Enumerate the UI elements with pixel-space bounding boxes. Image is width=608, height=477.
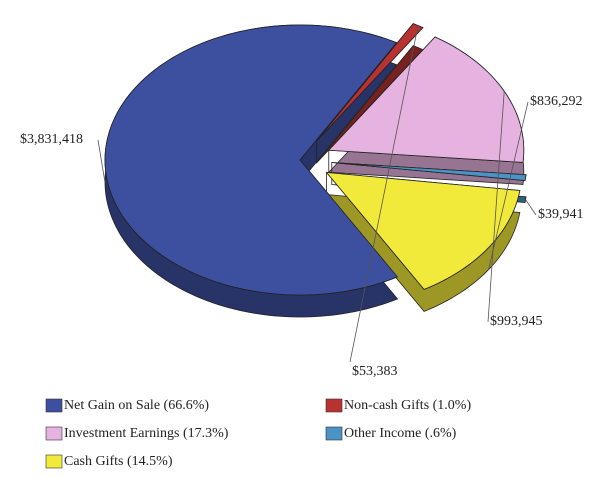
leader-line xyxy=(97,139,106,183)
leader-line xyxy=(525,199,537,216)
legend-swatch xyxy=(325,398,343,413)
legend-swatch xyxy=(45,398,63,413)
legend-label: Other Income (.6%) xyxy=(344,426,457,441)
legend-label: Non-cash Gifts (1.0%) xyxy=(344,398,471,413)
leader-line xyxy=(349,25,419,363)
legend-swatch xyxy=(45,454,63,469)
value-label: $836,292 xyxy=(530,94,583,109)
value-label: $39,941 xyxy=(538,207,584,222)
legend-label: Net Gain on Sale (66.6%) xyxy=(64,398,209,413)
value-label: $993,945 xyxy=(490,314,543,329)
legend-swatch xyxy=(45,426,63,441)
legend-label: Cash Gifts (14.5%) xyxy=(64,454,173,469)
slice xyxy=(325,171,521,290)
slice xyxy=(104,24,399,296)
value-label: $3,831,418 xyxy=(20,132,83,147)
slice xyxy=(316,23,424,142)
leader-line xyxy=(488,101,529,270)
legend-label: Investment Earnings (17.3%) xyxy=(64,426,229,441)
value-label: $53,383 xyxy=(352,364,398,379)
leader-line xyxy=(487,91,505,323)
slice xyxy=(331,162,527,181)
legend-swatch xyxy=(325,426,343,441)
